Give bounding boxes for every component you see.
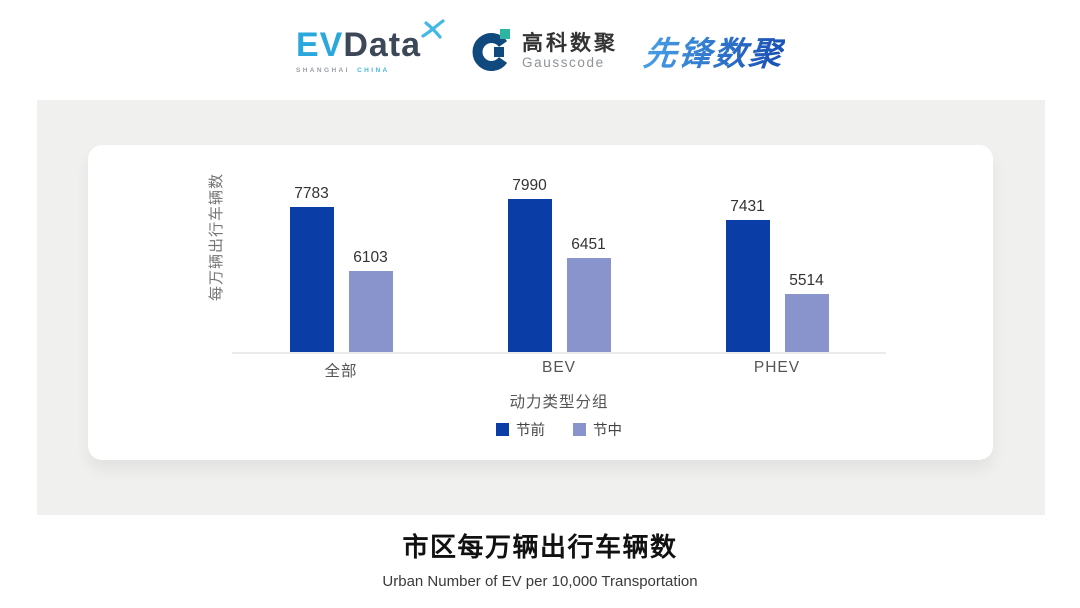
chart-subtitle: Urban Number of EV per 10,000 Transporta… [382, 573, 698, 590]
bar-value-label: 7431 [730, 198, 765, 215]
bar-series-1 [348, 271, 393, 352]
legend-item: 节前 [496, 419, 545, 440]
gausscode-icon [471, 27, 513, 76]
bar-column: 7783 [289, 185, 334, 352]
bar-column: 7990 [507, 177, 552, 352]
header-logo-row: EVData SHANGHAI CHINA [0, 14, 1080, 88]
bar-series-0 [725, 220, 770, 352]
footer-title-block: 市区每万辆出行车辆数 Urban Number of EV per 10,000… [0, 527, 1080, 590]
evdata-ev-text: EV [295, 26, 344, 64]
bar-value-label: 7990 [512, 177, 547, 194]
bar-group-PHEV: 7431 5514 [668, 145, 886, 352]
bar-column: 6103 [348, 249, 393, 352]
gausscode-logo: 高科数聚 Gausscode [471, 27, 618, 76]
gausscode-en-text: Gausscode [522, 54, 605, 70]
gausscode-wordmark: 高科数聚 Gausscode [522, 32, 618, 71]
bar-column: 5514 [784, 272, 829, 352]
chart-card: 每万辆出行车辆数 7783 6103 7990 6451 7431 5514 全部 BEV P… [88, 145, 993, 460]
bar-series-0 [507, 199, 552, 352]
legend-label: 节前 [516, 423, 545, 439]
category-label: BEV [541, 359, 576, 376]
legend: 节前 节中 [232, 419, 886, 440]
bar-series-1 [784, 294, 829, 352]
category-row: 全部 BEV PHEV [232, 359, 886, 381]
bar-column: 7431 [725, 198, 770, 352]
bar-value-label: 5514 [789, 272, 824, 289]
category-label: PHEV [753, 359, 801, 376]
gausscode-cn-text: 高科数聚 [522, 31, 619, 55]
legend-item: 节中 [573, 419, 622, 440]
legend-swatch [573, 423, 586, 436]
evdata-wordmark: EVData [296, 28, 421, 62]
evdata-subtext: SHANGHAI CHINA [296, 67, 421, 74]
legend-swatch [496, 423, 509, 436]
bar-group-全部: 7783 6103 [232, 145, 450, 352]
bar-value-label: 6451 [571, 236, 606, 253]
bar-series-0 [289, 207, 334, 352]
bar-column: 6451 [566, 236, 611, 352]
bar-group-BEV: 7990 6451 [450, 145, 668, 352]
evdata-china-text: CHINA [357, 67, 390, 74]
bar-value-label: 6103 [353, 249, 388, 266]
evdata-logo: EVData SHANGHAI CHINA [296, 19, 445, 74]
evdata-shanghai-text: SHANGHAI [295, 67, 350, 74]
plot-area: 7783 6103 7990 6451 7431 5514 [232, 145, 886, 352]
category-label: 全部 [324, 363, 358, 380]
bar-value-label: 7783 [294, 185, 329, 202]
legend-label: 节中 [593, 423, 622, 439]
xianfeng-shuju-logo: 先锋数聚 [642, 27, 787, 75]
x-axis-line [232, 352, 886, 354]
x-axis-title: 动力类型分组 [509, 394, 609, 411]
y-axis-title: 每万辆出行车辆数 [208, 173, 225, 302]
evdata-data-text: Data [343, 26, 422, 64]
evdata-spark-icon [421, 19, 445, 46]
chart-title: 市区每万辆出行车辆数 [402, 532, 678, 562]
chart-panel: 每万辆出行车辆数 7783 6103 7990 6451 7431 5514 全部 BEV P… [37, 100, 1045, 515]
bar-series-1 [566, 258, 611, 352]
